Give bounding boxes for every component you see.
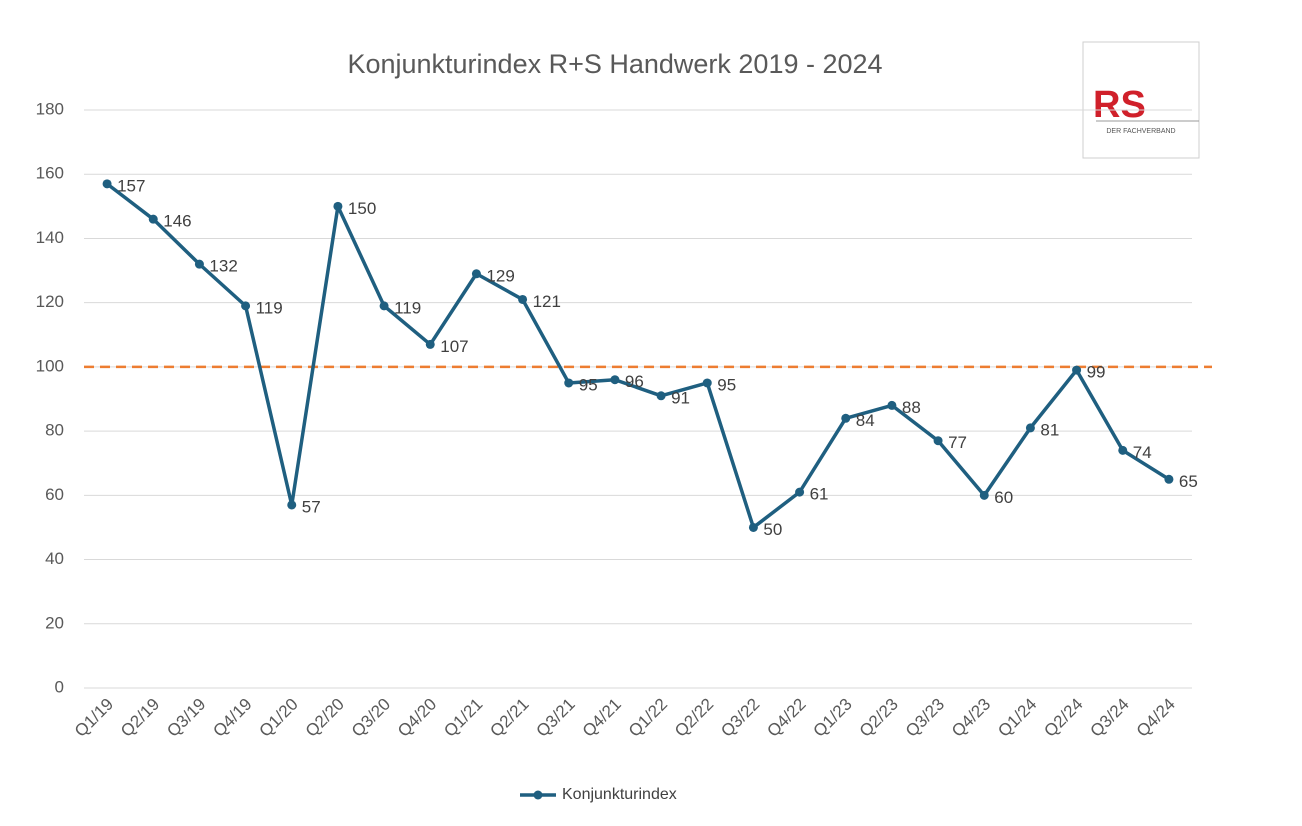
data-label: 150 (348, 199, 376, 218)
data-label: 146 (163, 212, 191, 231)
point (425, 339, 435, 349)
data-label: 95 (579, 375, 598, 394)
data-label: 132 (209, 257, 237, 276)
chart-title: Konjunkturindex R+S Handwerk 2019 - 2024 (347, 49, 882, 79)
y-tick-label: 0 (55, 677, 64, 696)
point (1164, 474, 1174, 484)
point (933, 436, 943, 446)
logo-text: RS (1093, 84, 1146, 126)
point (795, 487, 805, 497)
data-label: 107 (440, 337, 468, 356)
data-label: 61 (810, 485, 829, 504)
data-label: 81 (1040, 420, 1059, 439)
point (887, 400, 897, 410)
point (702, 378, 712, 388)
y-tick-label: 60 (45, 485, 64, 504)
y-tick-label: 20 (45, 613, 64, 632)
legend-marker (533, 790, 543, 800)
y-tick-label: 160 (36, 164, 64, 183)
data-label: 129 (486, 266, 514, 285)
data-label: 99 (1087, 363, 1106, 382)
point (102, 179, 112, 189)
point (148, 214, 158, 224)
point (471, 269, 481, 279)
point (564, 378, 574, 388)
legend-label: Konjunkturindex (562, 786, 677, 803)
logo: RS DER FACHVERBAND (1082, 41, 1200, 159)
point (518, 294, 528, 304)
point (656, 391, 666, 401)
data-label: 77 (948, 433, 967, 452)
y-tick-label: 40 (45, 549, 64, 568)
point (333, 201, 343, 211)
point (610, 375, 620, 385)
point (1118, 445, 1128, 455)
logo-box (1082, 41, 1200, 159)
y-tick-label: 140 (36, 228, 64, 247)
data-label: 96 (625, 372, 644, 391)
point (841, 413, 851, 423)
data-label: 119 (256, 298, 283, 317)
y-tick-label: 100 (36, 356, 64, 375)
data-label: 95 (717, 375, 736, 394)
data-label: 84 (856, 411, 875, 430)
point (287, 500, 297, 510)
y-tick-label: 120 (36, 292, 64, 311)
data-label: 88 (902, 398, 921, 417)
point (1025, 423, 1035, 433)
data-label: 91 (671, 388, 690, 407)
data-label: 74 (1133, 443, 1152, 462)
point (194, 259, 204, 269)
point (379, 301, 389, 311)
data-label: 121 (533, 292, 561, 311)
point (979, 490, 989, 500)
data-label: 65 (1179, 472, 1198, 491)
point (241, 301, 251, 311)
data-label: 60 (994, 488, 1013, 507)
point (1072, 365, 1082, 375)
y-tick-label: 180 (36, 99, 64, 118)
series-line (106, 182, 1170, 530)
data-label: 50 (763, 520, 782, 539)
point (748, 522, 758, 532)
data-label: 157 (117, 176, 145, 195)
logo-subtitle: DER FACHVERBAND (1106, 128, 1175, 135)
y-tick-label: 80 (45, 421, 64, 440)
data-label: 119 (394, 298, 421, 317)
data-label: 57 (302, 497, 321, 516)
